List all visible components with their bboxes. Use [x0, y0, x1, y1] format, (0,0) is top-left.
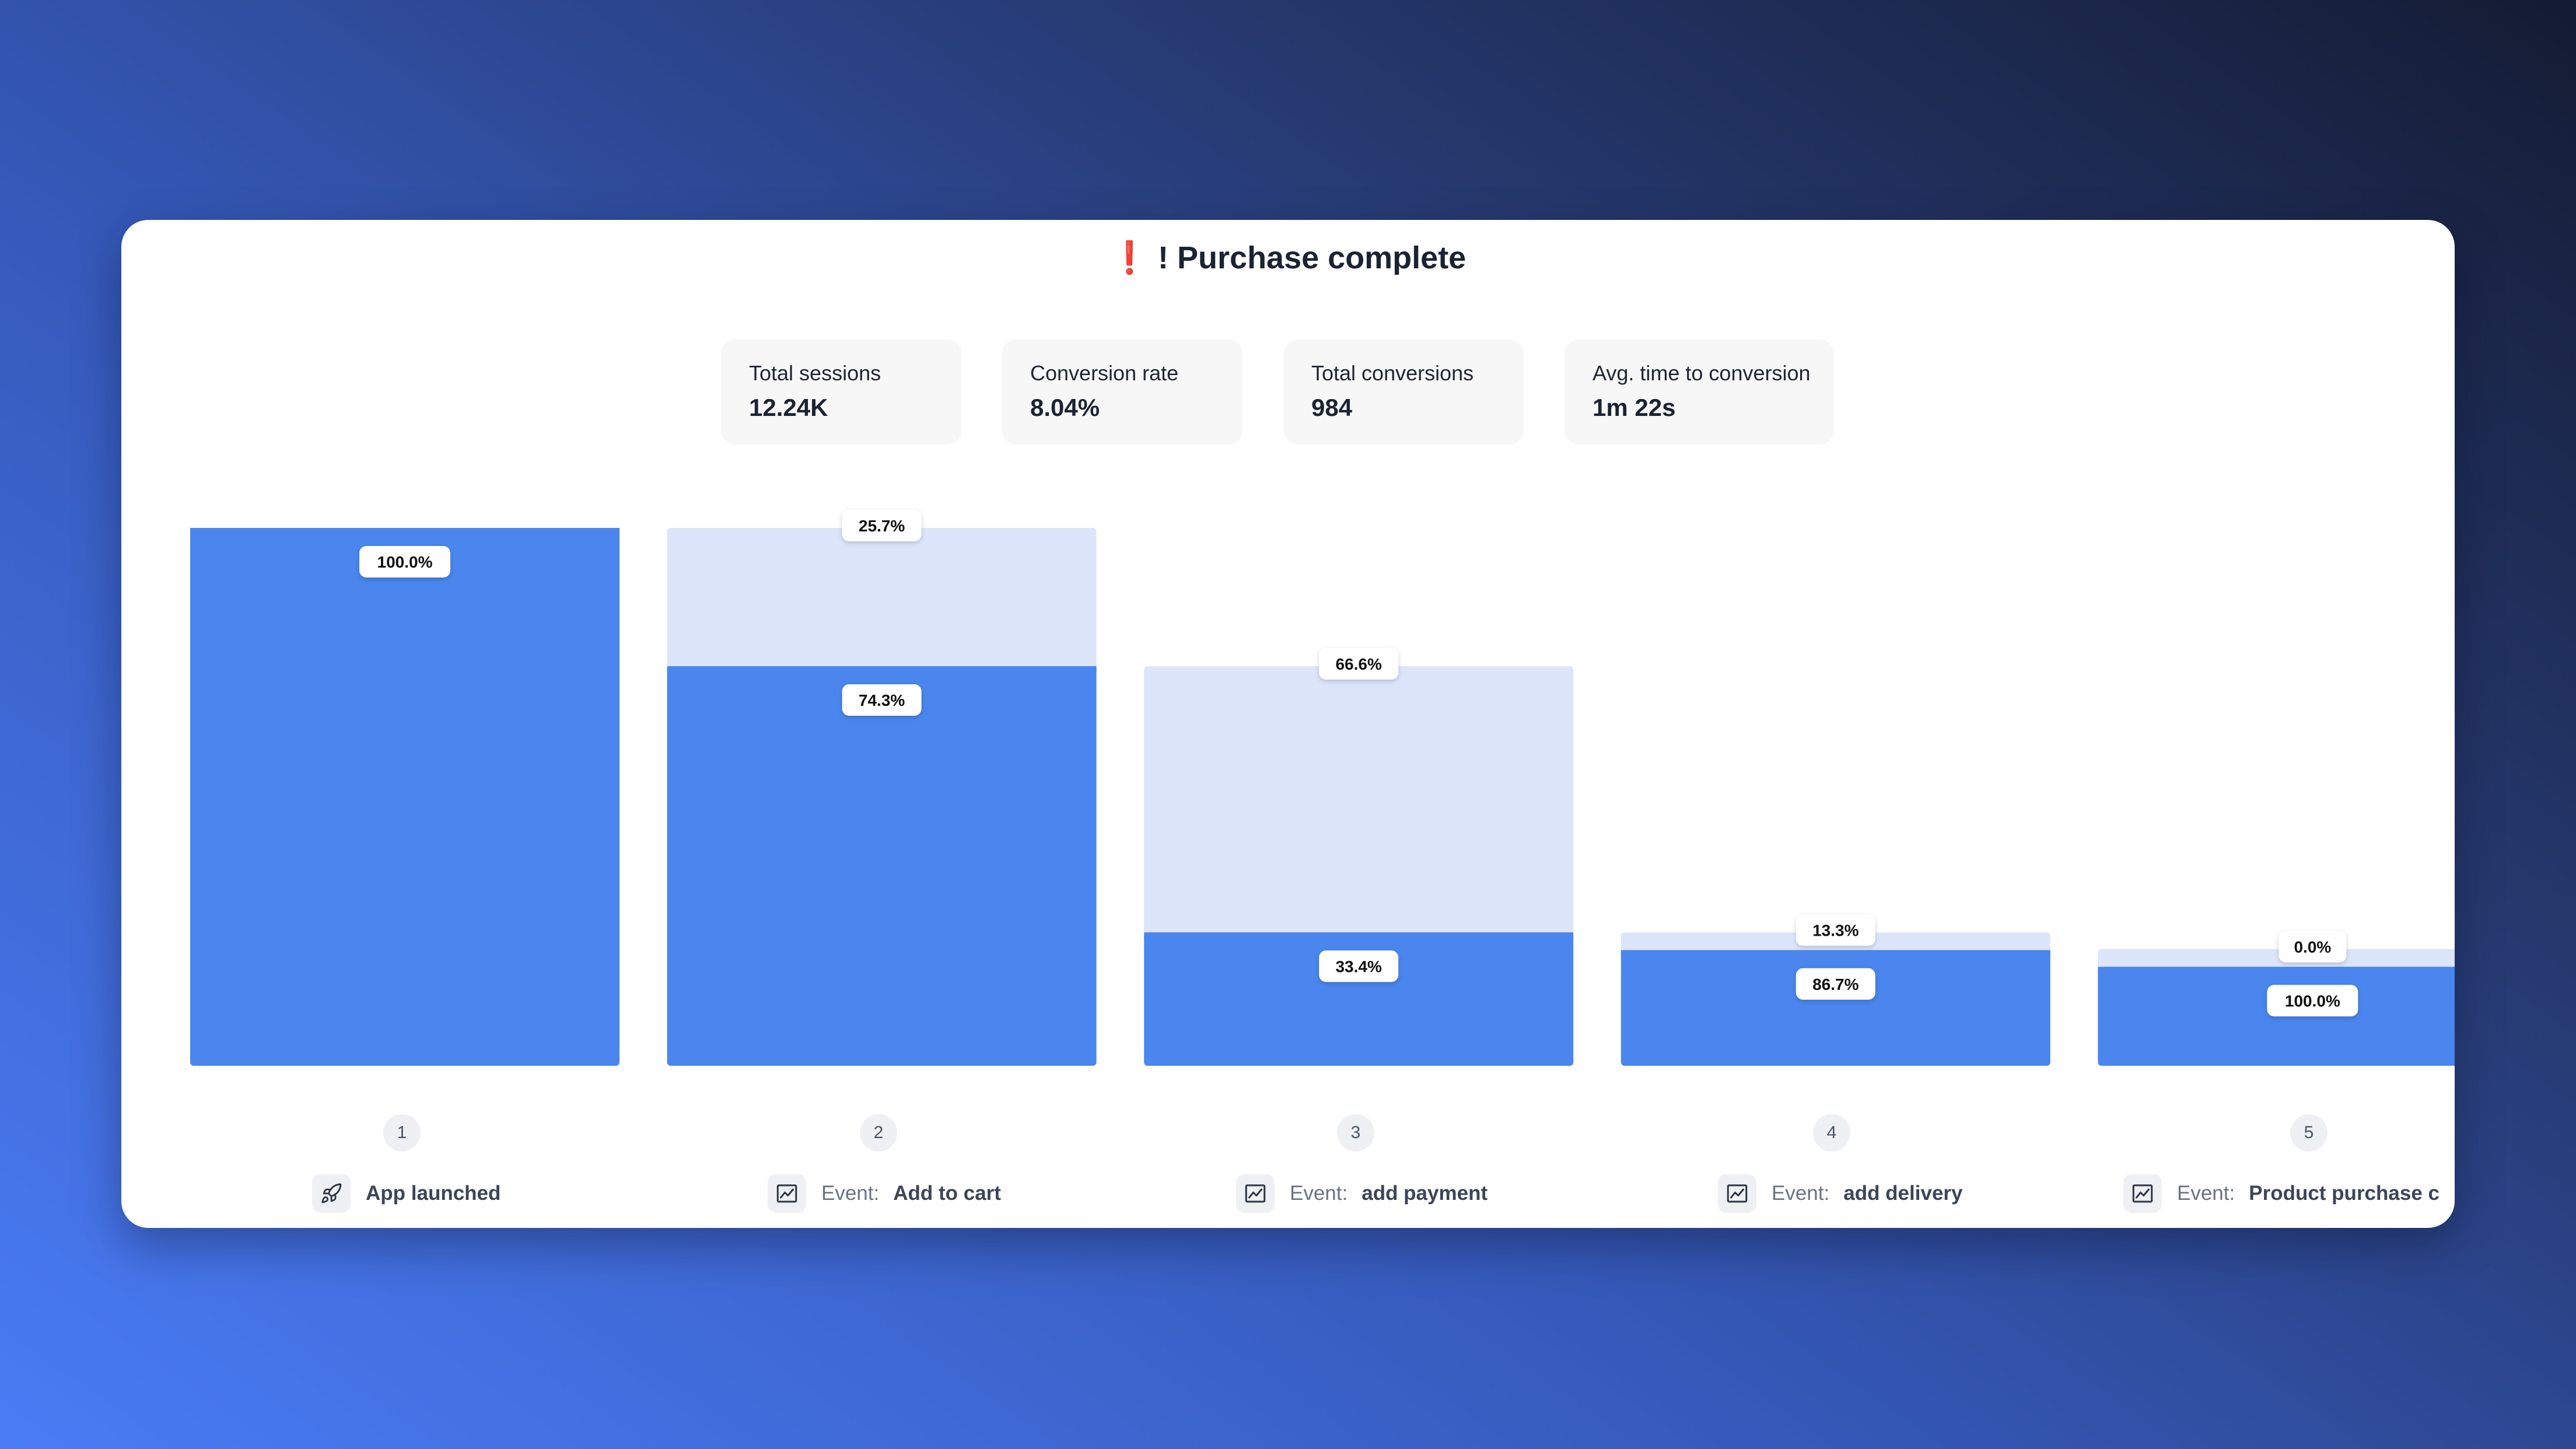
stat-value: 1m 22s [1592, 394, 1676, 421]
dropoff-label: 25.7% [859, 517, 905, 535]
stat-value: 984 [1311, 394, 1353, 421]
stat-label: Conversion rate [1030, 361, 1179, 385]
stat-label: Total sessions [749, 361, 881, 385]
step-label-5[interactable]: Event: Product purchase c [2123, 1174, 2440, 1213]
conversion-bar [667, 666, 1097, 1066]
line-chart-icon [1236, 1174, 1275, 1213]
funnel-card: ❗ ! Purchase complete Total sessions 12.… [121, 220, 2455, 1228]
event-prefix: Event: [1772, 1182, 1830, 1205]
rocket-icon [312, 1174, 351, 1213]
dropoff-label-bg [842, 510, 922, 541]
dropoff-bar [667, 528, 1097, 666]
stats-row: Total sessions 12.24K Conversion rate 8.… [121, 340, 2455, 444]
conversion-bar-top [1620, 950, 2050, 956]
step-number: 3 [1337, 1114, 1374, 1152]
stat-conversion-rate: Conversion rate 8.04% [1002, 340, 1242, 444]
event-prefix: Event: [2177, 1182, 2235, 1205]
conversion-bar [190, 528, 620, 1066]
conversion-label-bg [1319, 950, 1399, 982]
stat-total-conversions: Total conversions 984 [1283, 340, 1524, 444]
line-chart-icon [768, 1174, 806, 1213]
step-label-1[interactable]: App launched [312, 1174, 501, 1213]
conversion-bar [1620, 950, 2050, 1066]
step-number: 2 [860, 1114, 897, 1152]
conversion-label: 100.0% [2285, 992, 2340, 1010]
step-number: 1 [383, 1114, 421, 1152]
step-label-2[interactable]: Event: Add to cart [768, 1174, 1001, 1213]
conversion-bar-top [2098, 967, 2455, 973]
stat-avg-time: Avg. time to conversion 1m 22s [1564, 340, 1834, 444]
step-name: add delivery [1843, 1182, 1963, 1205]
step-name: App launched [366, 1182, 501, 1205]
dropoff-label-bg [1319, 648, 1399, 680]
conversion-label: 100.0% [377, 553, 433, 571]
step-number: 4 [1813, 1114, 1850, 1152]
line-chart-icon [1718, 1174, 1756, 1213]
funnel-chart: 100.0% 25.7% 74.3% 66.6% 33.4% 13.3% 86.7% 0.0%… [190, 510, 2455, 1066]
dropoff-label-bg [1796, 914, 1875, 946]
conversion-label-bg [1796, 968, 1875, 1000]
step-name: Product purchase c [2249, 1182, 2440, 1205]
dropoff-bar-joint [2098, 962, 2455, 967]
conversion-label-bg [842, 684, 922, 716]
conversion-label-bg [2267, 985, 2358, 1017]
funnel-title: ❗ ! Purchase complete [121, 237, 2455, 278]
stat-label: Avg. time to conversion [1592, 361, 1811, 385]
funnel-title-text: ! Purchase complete [1158, 240, 1466, 275]
conversion-bar-top [190, 528, 620, 534]
conversion-bar-top [667, 666, 1097, 672]
stat-value: 8.04% [1030, 394, 1100, 421]
conversion-bar [1144, 932, 1574, 1066]
dropoff-bar-joint [1620, 945, 2050, 950]
stat-label: Total conversions [1311, 361, 1474, 385]
dropoff-label: 0.0% [2294, 938, 2331, 956]
event-prefix: Event: [1290, 1182, 1348, 1205]
conversion-bar-top [1144, 932, 1574, 939]
conversion-label: 74.3% [859, 691, 905, 709]
exclamation-emoji: ❗ [1110, 240, 1150, 275]
conversion-label-bg [359, 546, 450, 578]
dropoff-label: 66.6% [1335, 655, 1381, 673]
dropoff-bar [1144, 666, 1574, 933]
conversion-label: 33.4% [1335, 957, 1381, 975]
dropoff-label: 13.3% [1812, 921, 1859, 939]
conversion-label: 86.7% [1812, 975, 1859, 993]
stat-total-sessions: Total sessions 12.24K [721, 340, 961, 444]
line-chart-icon [2123, 1174, 2162, 1213]
step-name: add payment [1362, 1182, 1488, 1205]
dropoff-bar-joint [667, 661, 1097, 666]
event-prefix: Event: [821, 1182, 880, 1205]
dropoff-bar-joint [1144, 928, 1574, 933]
step-label-4[interactable]: Event: add delivery [1718, 1174, 1963, 1213]
step-label-3[interactable]: Event: add payment [1236, 1174, 1488, 1213]
dropoff-label-bg [2278, 930, 2347, 963]
stat-value: 12.24K [749, 394, 828, 421]
step-name: Add to cart [893, 1182, 1001, 1205]
step-number: 5 [2290, 1114, 2328, 1152]
